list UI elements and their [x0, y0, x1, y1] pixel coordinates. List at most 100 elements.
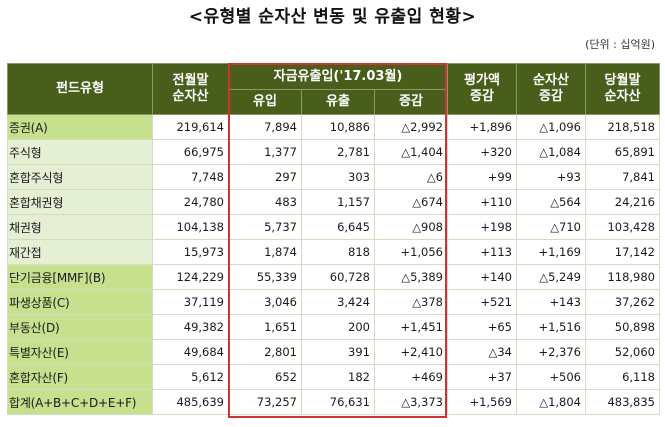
cell-inflow: 5,737: [228, 214, 302, 240]
row-label: 혼합채권형: [7, 189, 153, 215]
row-label: 부동산(D): [7, 314, 153, 340]
header-curr-month-line1: 당월말: [604, 73, 641, 88]
table-row: 증권(A) 219,614 7,894 10,886 △2,992 +1,896…: [7, 114, 660, 140]
cell-net: +1,451: [374, 314, 448, 340]
cell-net: △1,404: [374, 139, 448, 165]
row-label: 단기금융[MMF](B): [7, 264, 153, 290]
cell-net: +2,410: [374, 339, 448, 365]
cell-curr: 6,118: [585, 364, 660, 390]
cell-valuation: +198: [447, 214, 517, 240]
cell-outflow: 200: [301, 314, 375, 340]
cell-net: △908: [374, 214, 448, 240]
header-prev-month-line1: 전월말: [172, 73, 209, 88]
cell-valuation: +113: [447, 239, 517, 265]
cell-outflow: 3,424: [301, 289, 375, 315]
row-label: 재간접: [7, 239, 153, 265]
cell-valuation: △34: [447, 339, 517, 365]
cell-net: △378: [374, 289, 448, 315]
row-label: 파생상품(C): [7, 289, 153, 315]
cell-curr: 218,518: [585, 114, 660, 140]
cell-outflow: 303: [301, 164, 375, 190]
header-prev-month-line2: 순자산: [172, 89, 209, 104]
cell-net: △6: [374, 164, 448, 190]
header-flow-group: 자금유출입('17.03월): [228, 63, 448, 90]
table-row: 재간접 15,973 1,874 818 +1,056 +113 +1,169 …: [7, 239, 660, 265]
row-label: 합계(A+B+C+D+E+F): [7, 389, 153, 415]
cell-prev: 124,229: [152, 264, 229, 290]
cell-nav-change: +143: [516, 289, 586, 315]
header-curr-month-line2: 순자산: [604, 89, 641, 104]
cell-outflow: 818: [301, 239, 375, 265]
cell-nav-change: +1,516: [516, 314, 586, 340]
cell-prev: 66,975: [152, 139, 229, 165]
row-label: 혼합자산(F): [7, 364, 153, 390]
header-nav-change-line2: 증감: [539, 89, 563, 104]
header-curr-month-nav: 당월말 순자산: [585, 63, 660, 115]
cell-valuation: +521: [447, 289, 517, 315]
cell-net: △3,373: [374, 389, 448, 415]
cell-inflow: 1,651: [228, 314, 302, 340]
cell-curr: 37,262: [585, 289, 660, 315]
cell-net: △2,992: [374, 114, 448, 140]
cell-prev: 24,780: [152, 189, 229, 215]
cell-net: △5,389: [374, 264, 448, 290]
cell-prev: 104,138: [152, 214, 229, 240]
header-valuation-line1: 평가액: [464, 73, 500, 88]
table-row: 혼합채권형 24,780 483 1,157 △674 +110 △564 24…: [7, 189, 660, 215]
cell-curr: 118,980: [585, 264, 660, 290]
cell-outflow: 76,631: [301, 389, 375, 415]
cell-nav-change: △5,249: [516, 264, 586, 290]
cell-nav-change: +2,376: [516, 339, 586, 365]
cell-nav-change: △1,804: [516, 389, 586, 415]
cell-inflow: 1,377: [228, 139, 302, 165]
cell-curr: 52,060: [585, 339, 660, 365]
cell-outflow: 60,728: [301, 264, 375, 290]
row-label: 주식형: [7, 139, 153, 165]
cell-inflow: 2,801: [228, 339, 302, 365]
cell-inflow: 7,894: [228, 114, 302, 140]
cell-nav-change: +506: [516, 364, 586, 390]
table-row: 부동산(D) 49,382 1,651 200 +1,451 +65 +1,51…: [7, 314, 660, 340]
cell-outflow: 6,645: [301, 214, 375, 240]
cell-valuation: +65: [447, 314, 517, 340]
cell-curr: 483,835: [585, 389, 660, 415]
cell-curr: 7,841: [585, 164, 660, 190]
table-row-total: 합계(A+B+C+D+E+F) 485,639 73,257 76,631 △3…: [7, 389, 660, 415]
cell-inflow: 55,339: [228, 264, 302, 290]
cell-curr: 50,898: [585, 314, 660, 340]
header-nav-change: 순자산 증감: [516, 63, 586, 115]
cell-inflow: 297: [228, 164, 302, 190]
cell-inflow: 73,257: [228, 389, 302, 415]
cell-outflow: 1,157: [301, 189, 375, 215]
cell-net: △674: [374, 189, 448, 215]
page-title: <유형별 순자산 변동 및 유출입 현황>: [188, 7, 477, 27]
cell-prev: 49,382: [152, 314, 229, 340]
cell-prev: 219,614: [152, 114, 229, 140]
cell-valuation: +320: [447, 139, 517, 165]
cell-prev: 7,748: [152, 164, 229, 190]
header-valuation-line2: 증감: [470, 89, 494, 104]
row-label: 혼합주식형: [7, 164, 153, 190]
header-inflow: 유입: [228, 89, 302, 115]
cell-inflow: 652: [228, 364, 302, 390]
cell-outflow: 10,886: [301, 114, 375, 140]
cell-curr: 65,891: [585, 139, 660, 165]
table-row: 채권형 104,138 5,737 6,645 △908 +198 △710 1…: [7, 214, 660, 240]
cell-inflow: 1,874: [228, 239, 302, 265]
table-row: 단기금융[MMF](B) 124,229 55,339 60,728 △5,38…: [7, 264, 660, 290]
cell-valuation: +110: [447, 189, 517, 215]
cell-nav-change: △1,084: [516, 139, 586, 165]
row-label: 특별자산(E): [7, 339, 153, 365]
cell-nav-change: △564: [516, 189, 586, 215]
row-label: 채권형: [7, 214, 153, 240]
table-row: 주식형 66,975 1,377 2,781 △1,404 +320 △1,08…: [7, 139, 660, 165]
table-row: 혼합주식형 7,748 297 303 △6 +99 +93 7,841: [7, 164, 660, 190]
fund-flow-table: 펀드유형 전월말 순자산 자금유출입('17.03월) 평가액 증감 순자산 증…: [7, 63, 660, 415]
cell-prev: 37,119: [152, 289, 229, 315]
header-fund-type: 펀드유형: [7, 63, 153, 115]
cell-prev: 15,973: [152, 239, 229, 265]
cell-outflow: 391: [301, 339, 375, 365]
cell-nav-change: +1,169: [516, 239, 586, 265]
table-row: 파생상품(C) 37,119 3,046 3,424 △378 +521 +14…: [7, 289, 660, 315]
cell-valuation: +99: [447, 164, 517, 190]
